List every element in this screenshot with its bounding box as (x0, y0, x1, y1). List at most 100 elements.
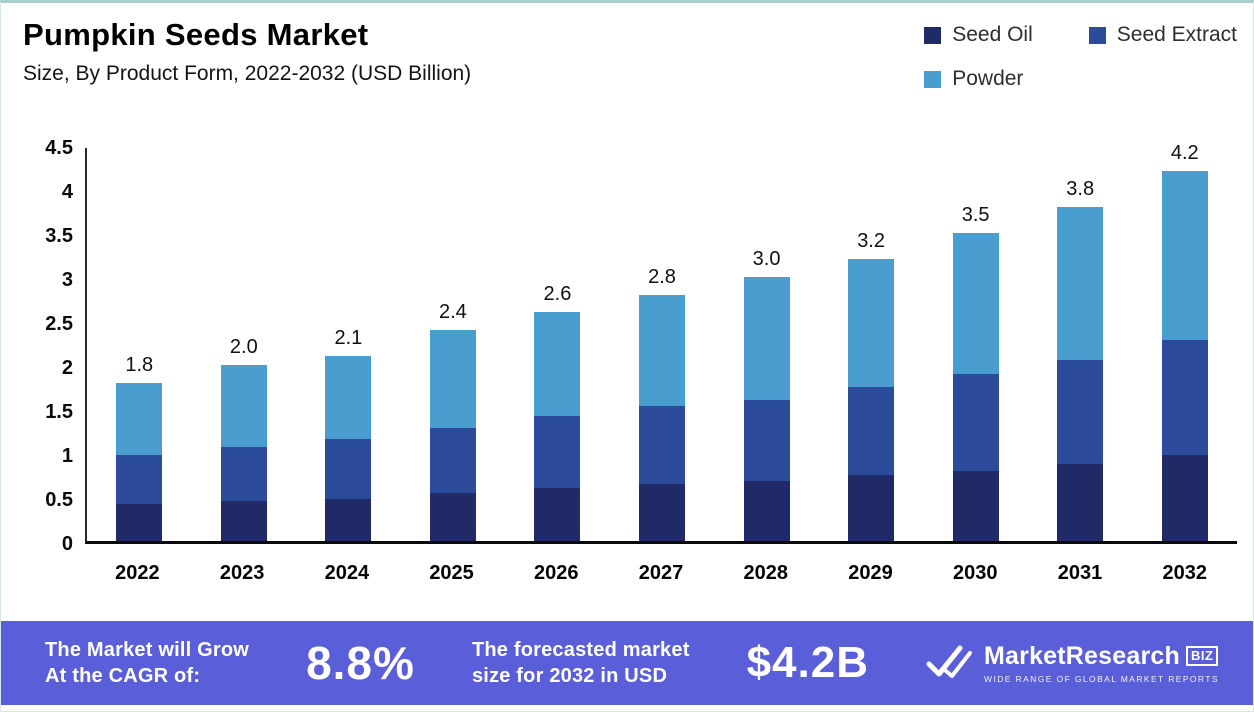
stacked-bar[interactable] (220, 365, 267, 541)
legend-item-powder[interactable]: Powder (924, 67, 1023, 91)
segment-powder[interactable] (429, 329, 476, 429)
x-axis-label: 2029 (848, 562, 893, 584)
segment-powder[interactable] (1057, 206, 1104, 360)
cagr-text-line2: At the CAGR of: (45, 665, 201, 687)
stacked-bar[interactable] (429, 329, 476, 541)
segment-powder[interactable] (952, 233, 999, 374)
x-axis-label: 2023 (219, 562, 265, 584)
segment-seed-oil[interactable] (639, 483, 685, 541)
bar-value-label: 3.5 (961, 204, 990, 227)
segment-powder[interactable] (639, 294, 685, 407)
y-tick-label: 0.5 (45, 489, 73, 511)
segment-seed-oil[interactable] (1161, 454, 1208, 541)
bar-group: 2.6 (505, 148, 610, 541)
segment-seed-extract[interactable] (639, 406, 685, 484)
stacked-bar[interactable] (952, 233, 999, 541)
segment-powder[interactable] (743, 277, 790, 401)
bar-group: 3.2 (819, 148, 924, 541)
segment-seed-extract[interactable] (1161, 340, 1208, 455)
segment-powder[interactable] (325, 356, 372, 439)
plot-area: 1.8 2.0 2.1 2.4 2.6 2.8 3.0 3.2 3.5 3.8 4.2 (85, 142, 1237, 544)
segment-seed-oil[interactable] (220, 501, 267, 541)
segment-powder[interactable] (220, 365, 267, 447)
legend-label-seed-oil: Seed Oil (952, 23, 1033, 46)
segment-seed-extract[interactable] (743, 400, 790, 482)
stacked-bar[interactable] (1057, 206, 1104, 541)
y-tick-label: 4 (61, 181, 73, 203)
y-tick-label: 1 (61, 445, 73, 467)
x-axis-label: 2024 (324, 562, 370, 584)
chart-subtitle: Size, By Product Form, 2022-2032 (USD Bi… (23, 62, 472, 85)
y-tick-label: 0 (61, 533, 73, 555)
x-axis-label: 2022 (115, 562, 160, 584)
bar-value-label: 4.2 (1170, 142, 1199, 165)
x-axis-label: 2031 (1057, 562, 1103, 584)
seed-oil-swatch-icon (924, 26, 942, 44)
segment-seed-oil[interactable] (429, 492, 476, 541)
bar-value-label: 2.1 (334, 327, 363, 350)
cagr-text-line1: The Market will Grow (45, 638, 250, 661)
x-axis-label: 2032 (1162, 562, 1207, 584)
bar-group: 1.8 (87, 148, 192, 541)
logo-check-icon (926, 645, 973, 678)
segment-powder[interactable] (534, 312, 581, 417)
bar-group: 4.2 (1132, 142, 1237, 541)
forecast-value: $4.2B (746, 638, 869, 687)
bar-group: 3.5 (923, 148, 1028, 541)
stacked-bar[interactable] (116, 382, 163, 541)
cagr-text: The Market will Grow At the CAGR of: (45, 637, 249, 690)
logo-name: MarketResearch BIZ (984, 642, 1219, 671)
x-axis-label: 2027 (638, 562, 684, 584)
segment-seed-extract[interactable] (220, 446, 267, 502)
powder-swatch-icon (924, 70, 942, 88)
x-axis-label: 2028 (743, 562, 789, 584)
stacked-bar[interactable] (848, 259, 895, 541)
segment-seed-extract[interactable] (1057, 359, 1104, 464)
forecast-text: The forecasted market size for 2032 in U… (472, 637, 690, 690)
segment-seed-oil[interactable] (743, 481, 790, 541)
segment-seed-extract[interactable] (848, 387, 895, 475)
segment-seed-extract[interactable] (534, 416, 581, 489)
segment-powder[interactable] (116, 382, 163, 455)
segment-seed-oil[interactable] (116, 504, 163, 541)
logo-biz-badge: BIZ (1185, 646, 1219, 666)
segment-seed-extract[interactable] (116, 454, 163, 505)
page-title: Pumpkin Seeds Market (23, 17, 369, 52)
stacked-bar[interactable] (1161, 171, 1208, 541)
segment-seed-extract[interactable] (429, 428, 476, 493)
bar-group: 3.8 (1028, 148, 1133, 541)
logo-name-text: MarketResearch (984, 642, 1180, 670)
legend-item-seed-oil[interactable]: Seed Oil (924, 23, 1033, 47)
segment-seed-oil[interactable] (1057, 463, 1104, 541)
segment-seed-oil[interactable] (952, 470, 999, 541)
bar-group: 2.8 (610, 148, 715, 541)
segment-seed-oil[interactable] (534, 488, 581, 541)
stacked-bar[interactable] (534, 312, 581, 541)
forecast-text-line1: The forecasted market (471, 638, 690, 661)
stacked-bar[interactable] (743, 277, 790, 541)
stacked-bar[interactable] (639, 294, 685, 541)
legend-item-seed-extract[interactable]: Seed Extract (1088, 23, 1237, 47)
marketresearch-logo[interactable]: MarketResearch BIZ WIDE RANGE OF GLOBAL M… (926, 642, 1219, 684)
y-tick-label: 3 (61, 269, 73, 291)
bar-group: 3.0 (714, 148, 819, 541)
cagr-banner: The Market will Grow At the CAGR of: 8.8… (1, 621, 1253, 705)
segment-powder[interactable] (1161, 171, 1208, 341)
x-axis-label: 2026 (534, 562, 579, 584)
y-tick-label: 3.5 (45, 225, 73, 247)
y-tick-label: 2.5 (45, 313, 73, 335)
segment-seed-oil[interactable] (325, 498, 372, 541)
segment-seed-oil[interactable] (848, 475, 895, 541)
bar-value-label: 3.2 (857, 230, 885, 253)
segment-seed-extract[interactable] (952, 373, 999, 471)
segment-seed-extract[interactable] (325, 438, 372, 499)
bar-value-label: 1.8 (125, 353, 154, 376)
x-axis: 2022 2023 2024 2025 2026 2027 2028 2029 2030 2031… (85, 544, 1237, 585)
legend-row-2: Powder (924, 67, 1237, 91)
legend-label-powder: Powder (952, 67, 1024, 90)
segment-powder[interactable] (848, 259, 895, 387)
y-axis: 4.5 4 3.5 3 2.5 2 1.5 1 0.5 0 (11, 137, 85, 555)
cagr-value: 8.8% (306, 637, 415, 689)
stacked-bar[interactable] (325, 356, 372, 541)
